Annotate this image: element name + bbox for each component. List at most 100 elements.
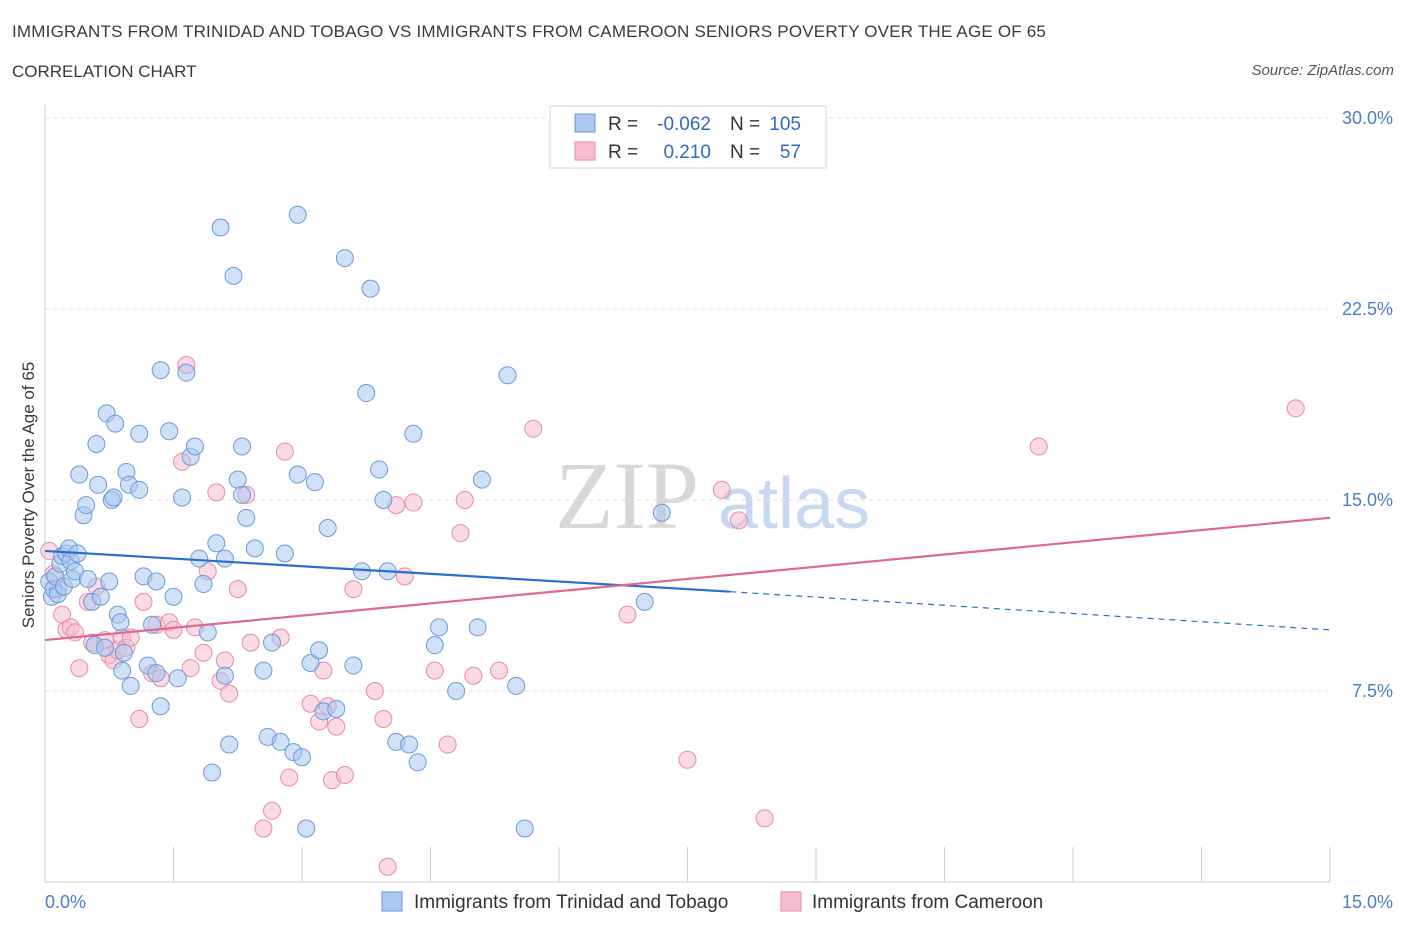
- trinidad-point: [498, 366, 517, 385]
- trinidad-point: [95, 638, 114, 657]
- bottom-legend-label-blue: Immigrants from Trinidad and Tobago: [414, 892, 728, 913]
- trinidad-point: [310, 641, 329, 660]
- grid-lines: [45, 117, 1330, 692]
- trinidad-point: [194, 575, 213, 594]
- cameroon-point: [70, 659, 89, 678]
- bottom-legend: Immigrants from Trinidad and Tobago Immi…: [381, 891, 1043, 913]
- cameroon-point: [729, 511, 748, 530]
- trinidad-point: [357, 384, 376, 403]
- chart-subtitle: CORRELATION CHART: [12, 62, 197, 81]
- trinidad-point: [87, 434, 106, 453]
- trinidad-point: [89, 475, 108, 494]
- trinidad-point: [106, 414, 125, 433]
- trinidad-point: [198, 623, 217, 642]
- trinidad-point: [374, 491, 393, 509]
- cameroon-point: [464, 666, 483, 685]
- axes: [44, 105, 1331, 883]
- cameroon-point: [374, 710, 393, 729]
- cameroon-point: [455, 491, 474, 509]
- cameroon-point: [451, 524, 470, 543]
- legend-swatch-pink: [574, 141, 596, 161]
- trinidad-point: [472, 470, 491, 489]
- cameroon-point: [254, 819, 273, 838]
- trinidad-point: [254, 661, 273, 680]
- trinidad-point: [215, 666, 234, 685]
- cameroon-point: [228, 580, 247, 599]
- trinidad-point: [203, 763, 222, 782]
- y-tick-label: 30.0%: [1342, 108, 1393, 128]
- cameroon-point: [207, 483, 226, 502]
- x-tick-label-min: 0.0%: [45, 892, 86, 912]
- trinidad-point: [160, 422, 179, 441]
- cameroon-point: [395, 567, 414, 586]
- trinidad-points: [40, 205, 671, 838]
- trinidad-point: [130, 424, 149, 443]
- trinidad-point: [173, 488, 192, 507]
- trinidad-point: [275, 544, 294, 563]
- cameroon-point: [335, 766, 354, 785]
- trinidad-point: [147, 572, 166, 591]
- bottom-legend-swatch-pink: [780, 891, 802, 912]
- trinidad-point: [224, 266, 243, 285]
- cameroon-point: [425, 661, 444, 680]
- trinidad-point: [400, 735, 419, 754]
- trinidad-point: [207, 534, 226, 553]
- cameroon-point: [164, 620, 183, 639]
- trinidad-point: [515, 819, 534, 838]
- trinidad-point: [177, 363, 196, 382]
- cameroon-point: [181, 659, 200, 678]
- y-tick-label: 22.5%: [1342, 299, 1393, 319]
- trinidad-point: [361, 279, 380, 298]
- trinidad-point: [233, 437, 252, 456]
- trinidad-point: [104, 488, 123, 507]
- trinidad-point: [91, 587, 110, 606]
- trinidad-point: [151, 697, 170, 716]
- trinidad-point: [507, 676, 526, 695]
- trend-lines: [44, 516, 1331, 642]
- trinidad-point: [77, 496, 96, 515]
- cameroon-point: [1286, 399, 1305, 418]
- trinidad-point: [113, 661, 132, 680]
- watermark-atlas: atlas: [718, 464, 870, 544]
- legend-r-label-2: R =: [608, 142, 638, 163]
- trinidad-point: [164, 587, 183, 606]
- trinidad-point: [233, 485, 252, 504]
- cameroon-point: [755, 809, 774, 828]
- trinidad-point: [130, 480, 149, 499]
- cameroon-point: [365, 682, 384, 700]
- cameroon-point: [215, 651, 234, 670]
- trinidad-point: [70, 465, 89, 484]
- legend-n-value-2: 57: [780, 142, 801, 163]
- cameroon-point: [275, 442, 294, 461]
- cameroon-point: [194, 643, 213, 662]
- cameroon-point: [438, 735, 457, 754]
- cameroon-point: [678, 750, 697, 769]
- cameroon-point: [404, 493, 423, 512]
- cameroon-point: [327, 717, 346, 736]
- cameroon-point: [490, 661, 509, 680]
- trinidad-point: [211, 218, 230, 237]
- cameroon-point: [241, 633, 260, 652]
- trinidad-point: [370, 460, 389, 479]
- trinidad-point: [352, 562, 371, 581]
- trinidad-point: [652, 503, 671, 522]
- trinidad-point: [293, 748, 311, 767]
- cameroon-point: [378, 857, 397, 876]
- y-axis-title: Seniors Poverty Over the Age of 65: [19, 362, 38, 628]
- legend-n-value-1: 105: [769, 114, 801, 135]
- cameroon-point: [344, 580, 363, 599]
- cameroon-point: [618, 605, 637, 624]
- cameroon-point: [712, 480, 731, 499]
- trinidad-point: [344, 656, 363, 675]
- legend-swatch-blue: [574, 113, 596, 133]
- y-tick-label: 15.0%: [1342, 490, 1393, 510]
- trinidad-point: [301, 653, 320, 672]
- legend-n-label-2: N =: [730, 142, 760, 163]
- cameroon-point: [263, 801, 282, 820]
- watermark-zip: ZIP: [555, 442, 699, 549]
- trinidad-point: [288, 465, 307, 484]
- trinidad-point: [327, 699, 346, 718]
- cameroon-point: [280, 768, 299, 787]
- trinidad-point: [111, 613, 130, 632]
